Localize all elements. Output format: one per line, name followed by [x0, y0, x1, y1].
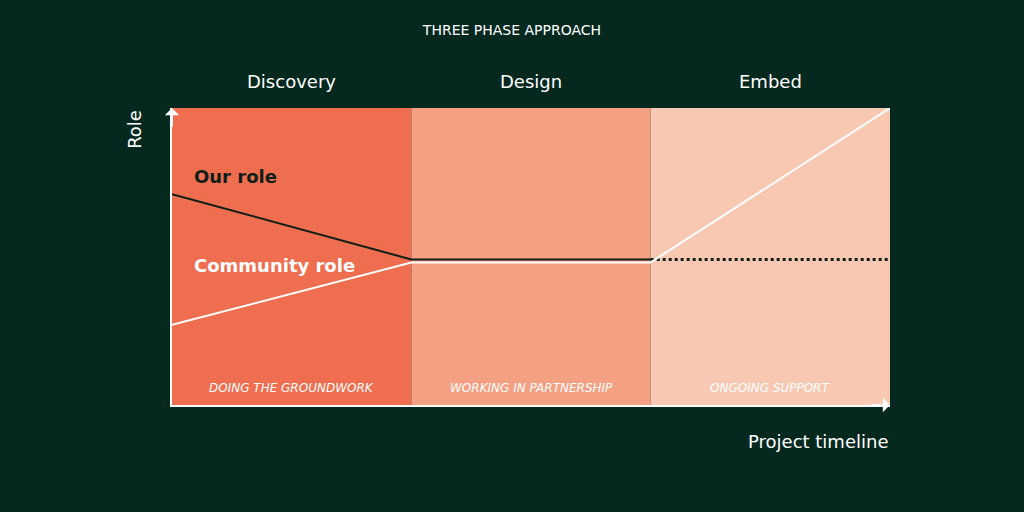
svg-text:Embed: Embed: [739, 71, 802, 92]
svg-text:Our role: Our role: [194, 166, 277, 187]
svg-text:Community role: Community role: [194, 255, 355, 276]
svg-text:Design: Design: [500, 71, 562, 92]
svg-text:DOING THE GROUNDWORK: DOING THE GROUNDWORK: [209, 381, 374, 395]
svg-text:ONGOING SUPPORT: ONGOING SUPPORT: [710, 381, 830, 395]
svg-text:THREE PHASE APPROACH: THREE PHASE APPROACH: [422, 22, 601, 38]
svg-text:Role: Role: [124, 110, 145, 149]
svg-text:Project timeline: Project timeline: [748, 431, 888, 452]
svg-text:WORKING IN PARTNERSHIP: WORKING IN PARTNERSHIP: [450, 381, 613, 395]
svg-text:Discovery: Discovery: [247, 71, 336, 92]
